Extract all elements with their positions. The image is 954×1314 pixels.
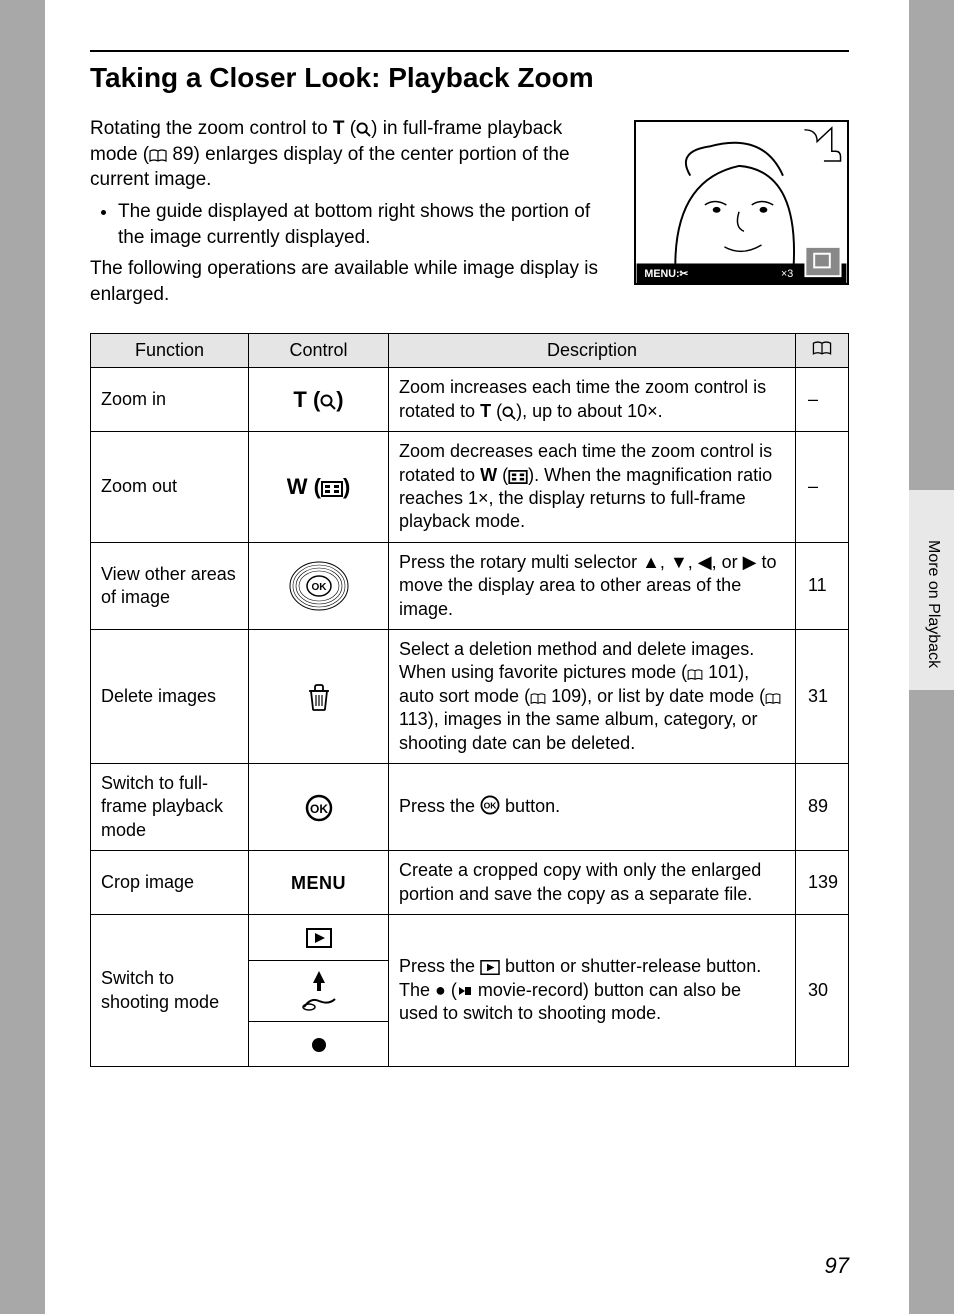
table-row: Switch to full-frame playback mode OK Pr… — [91, 763, 849, 850]
side-section-label: More on Playback — [924, 540, 942, 668]
svg-text:×3: ×3 — [781, 268, 793, 280]
svg-text:OK: OK — [484, 801, 498, 811]
menu-label: MENU — [291, 873, 346, 893]
page-number: 97 — [825, 1253, 849, 1279]
cell-function: Delete images — [91, 630, 249, 764]
intro-p2: The following operations are available w… — [90, 256, 614, 307]
thumbnail-grid-icon — [508, 470, 528, 484]
ok-button-icon: OK — [305, 794, 333, 822]
page-title: Taking a Closer Look: Playback Zoom — [90, 62, 849, 94]
cell-control: OK — [249, 542, 389, 629]
book-icon — [765, 693, 781, 705]
cell-description: Press the button or shutter-release butt… — [389, 914, 796, 1066]
cell-description: Press the rotary multi selector ▲, ▼, ◀,… — [389, 542, 796, 629]
illustration-zoom-preview: MENU:✂ ×3 — [634, 120, 849, 285]
cell-function: Crop image — [91, 851, 249, 915]
ok-button-icon: OK — [480, 795, 500, 815]
book-icon — [687, 669, 703, 681]
svg-text:OK: OK — [311, 582, 327, 593]
cell-description: Zoom increases each time the zoom contro… — [389, 368, 796, 432]
cell-control: W () — [249, 432, 389, 543]
book-icon — [149, 149, 167, 163]
cell-page: 139 — [795, 851, 848, 915]
cell-page: 11 — [795, 542, 848, 629]
header-page-ref — [795, 334, 848, 368]
magnify-icon — [502, 406, 516, 420]
cell-control — [249, 914, 389, 1066]
table-row: View other areas of image OK Press the r… — [91, 542, 849, 629]
cell-page: 31 — [795, 630, 848, 764]
playback-button-icon — [480, 960, 500, 975]
cell-description: Select a deletion method and delete imag… — [389, 630, 796, 764]
intro-bullet: The guide displayed at bottom right show… — [118, 199, 614, 250]
illus-menu-label: MENU:✂ — [644, 268, 688, 280]
cell-description: Create a cropped copy with only the enla… — [389, 851, 796, 915]
cell-function: View other areas of image — [91, 542, 249, 629]
svg-text:OK: OK — [310, 802, 328, 816]
table-row: Delete images Select a deletion method a… — [91, 630, 849, 764]
cell-description: Press the OK button. — [389, 763, 796, 850]
trash-icon — [307, 683, 331, 711]
cell-control: T () — [249, 368, 389, 432]
cell-function: Switch to full-frame playback mode — [91, 763, 249, 850]
cell-function: Zoom in — [91, 368, 249, 432]
magnify-icon — [320, 394, 336, 410]
movie-record-icon — [457, 983, 473, 999]
top-rule — [90, 50, 849, 52]
t-label: T — [333, 118, 345, 139]
cell-function: Zoom out — [91, 432, 249, 543]
cell-description: Zoom decreases each time the zoom contro… — [389, 432, 796, 543]
header-control: Control — [249, 334, 389, 368]
cell-page: 30 — [795, 914, 848, 1066]
table-row: Zoom in T () Zoom increases each time th… — [91, 368, 849, 432]
record-dot-icon — [310, 1036, 328, 1054]
operations-table: Function Control Description Zoom in T (… — [90, 333, 849, 1067]
cell-page: 89 — [795, 763, 848, 850]
intro-p1: Rotating the zoom control to T () in ful… — [90, 116, 614, 193]
intro-text: Rotating the zoom control to T () in ful… — [90, 116, 614, 313]
manual-page: Taking a Closer Look: Playback Zoom Rota… — [45, 0, 909, 1314]
cell-page: – — [795, 432, 848, 543]
cell-control: OK — [249, 763, 389, 850]
intro-section: Rotating the zoom control to T () in ful… — [90, 116, 849, 313]
cell-function: Switch to shooting mode — [91, 914, 249, 1066]
cell-control — [249, 630, 389, 764]
thumbnail-grid-icon — [321, 481, 343, 497]
header-description: Description — [389, 334, 796, 368]
shutter-press-icon — [299, 969, 339, 1013]
table-row: Crop image MENU Create a cropped copy wi… — [91, 851, 849, 915]
book-icon — [530, 693, 546, 705]
magnify-icon — [356, 122, 371, 137]
cell-page: – — [795, 368, 848, 432]
book-icon — [812, 341, 832, 356]
table-row: Zoom out W () Zoom decreases each time t… — [91, 432, 849, 543]
multi-selector-icon: OK — [288, 555, 350, 617]
table-row: Switch to shooting mode — [91, 914, 849, 1066]
cell-control: MENU — [249, 851, 389, 915]
playback-button-icon — [306, 928, 332, 948]
header-function: Function — [91, 334, 249, 368]
